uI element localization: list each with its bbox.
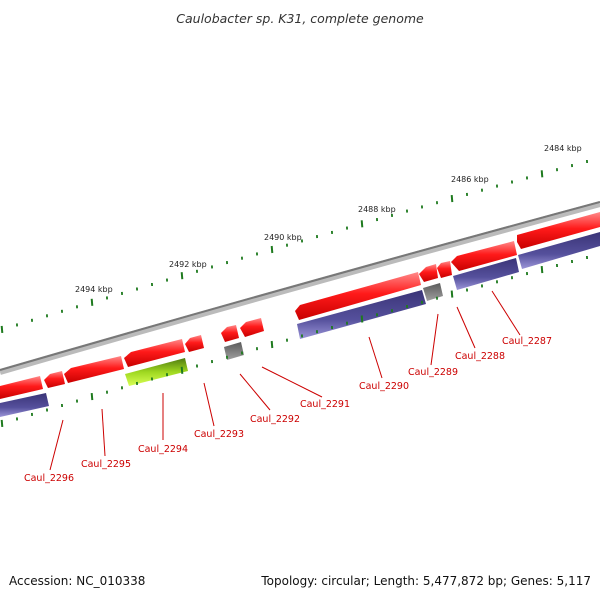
gene-arrow xyxy=(44,371,65,388)
genome-backbone xyxy=(0,201,600,375)
callout-line xyxy=(430,313,439,366)
scale-tick xyxy=(270,340,274,349)
gene-label-caul-2293: Caul_2293 xyxy=(194,429,244,440)
gene-arrow xyxy=(64,356,124,383)
gene-arrow xyxy=(0,376,43,399)
callout-line xyxy=(456,306,476,349)
feature-bar xyxy=(518,232,600,269)
outer-ticks xyxy=(0,159,588,333)
gene-arrow xyxy=(517,212,600,249)
gene-arrow xyxy=(437,261,452,278)
accession-text: Accession: NC_010338 xyxy=(9,574,146,588)
callout-line xyxy=(239,373,271,411)
scale-tick xyxy=(450,195,454,203)
callout-line xyxy=(261,366,323,398)
feature-bar xyxy=(125,358,188,386)
feature-bar-track xyxy=(0,232,600,417)
gene-arrow xyxy=(295,272,421,320)
scale-tick xyxy=(0,325,4,333)
feature-bar xyxy=(423,283,443,301)
genome-backbone-edge xyxy=(0,201,600,371)
scale-tick xyxy=(0,419,4,427)
callout-line xyxy=(49,419,64,471)
scale-tick xyxy=(360,315,364,323)
gene-label-caul-2289: Caul_2289 xyxy=(408,367,458,378)
gene-label-caul-2296: Caul_2296 xyxy=(24,473,74,484)
kbp-scale-labels: 2484 kbp 2486 kbp 2488 kbp 2490 kbp 2492… xyxy=(75,144,582,294)
gene-label-caul-2291: Caul_2291 xyxy=(300,399,350,410)
callout-line xyxy=(101,408,106,457)
scale-tick xyxy=(90,393,94,401)
scale-tick xyxy=(360,220,364,228)
genome-stats-text: Topology: circular; Length: 5,477,872 bp… xyxy=(261,574,591,588)
scale-tick xyxy=(90,298,94,306)
callout-line xyxy=(491,290,521,336)
gene-callouts xyxy=(49,290,521,471)
gene-label-caul-2290: Caul_2290 xyxy=(359,381,409,392)
feature-bar xyxy=(453,258,519,290)
gene-arrow xyxy=(221,325,239,342)
gene-label-caul-2295: Caul_2295 xyxy=(81,459,131,470)
gene-arrow-track xyxy=(0,212,600,399)
gene-label-caul-2294: Caul_2294 xyxy=(138,444,188,455)
kbp-label: 2492 kbp xyxy=(169,260,207,269)
kbp-label: 2488 kbp xyxy=(358,205,396,214)
feature-bar xyxy=(224,342,244,360)
gene-arrow xyxy=(419,264,438,282)
scale-tick xyxy=(450,290,454,298)
gene-arrow xyxy=(185,335,204,352)
callout-line xyxy=(203,382,215,427)
kbp-label: 2490 kbp xyxy=(264,233,302,242)
gene-label-caul-2287: Caul_2287 xyxy=(502,336,552,347)
feature-bar xyxy=(297,290,426,339)
scale-tick xyxy=(270,245,274,254)
scale-tick xyxy=(180,272,184,280)
scale-tick xyxy=(540,266,544,274)
scale-tick xyxy=(180,366,184,374)
kbp-label: 2494 kbp xyxy=(75,285,113,294)
gene-label-caul-2288: Caul_2288 xyxy=(455,351,505,362)
gene-arrow xyxy=(451,241,517,271)
gene-label-caul-2292: Caul_2292 xyxy=(250,414,300,425)
gene-arrow xyxy=(240,318,264,337)
kbp-label: 2486 kbp xyxy=(451,175,489,184)
scale-tick xyxy=(540,170,544,178)
feature-bar xyxy=(0,393,49,417)
map-title: Caulobacter sp. K31, complete genome xyxy=(176,11,424,26)
gene-arrow xyxy=(124,339,185,367)
callout-line xyxy=(368,336,383,379)
kbp-label: 2484 kbp xyxy=(544,144,582,153)
gene-labels: Caul_2287 Caul_2288 Caul_2289 Caul_2290 … xyxy=(24,336,552,484)
inner-ticks xyxy=(0,255,588,427)
